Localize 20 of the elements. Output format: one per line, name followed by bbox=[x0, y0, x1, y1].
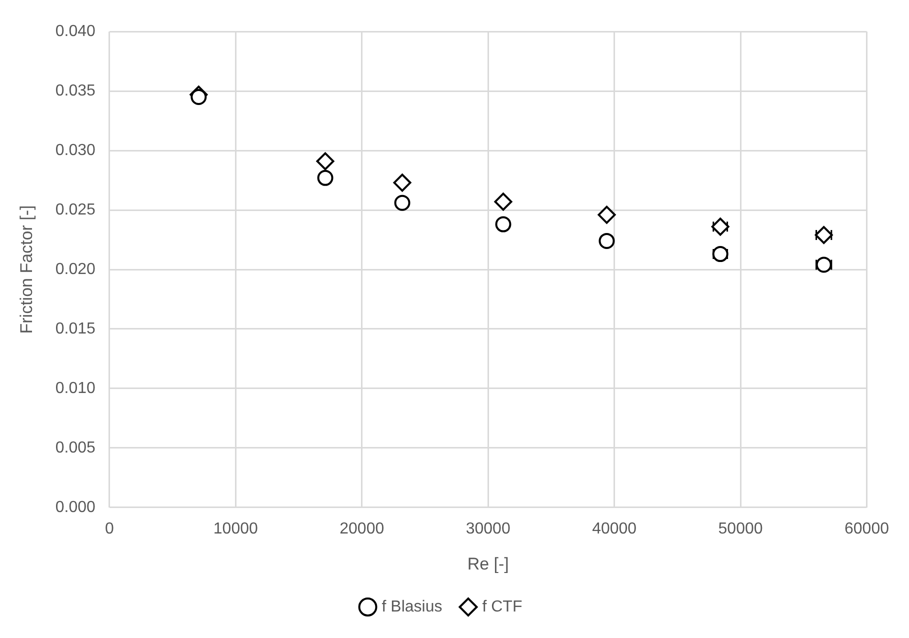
x-tick-label: 10000 bbox=[213, 520, 258, 538]
y-tick-label: 0.000 bbox=[55, 498, 96, 516]
y-tick-label: 0.020 bbox=[55, 260, 96, 278]
y-tick-label: 0.005 bbox=[55, 439, 96, 456]
legend-label: f CTF bbox=[482, 598, 522, 616]
legend-label: f Blasius bbox=[382, 598, 442, 616]
y-axis-title: Friction Factor [-] bbox=[16, 205, 36, 334]
y-tick-label: 0.025 bbox=[55, 201, 96, 218]
x-tick-label: 30000 bbox=[466, 520, 510, 538]
y-tick-label: 0.030 bbox=[55, 142, 96, 159]
x-tick-label: 20000 bbox=[340, 520, 384, 538]
y-tick-label: 0.015 bbox=[55, 320, 96, 338]
x-axis-title: Re [-] bbox=[467, 554, 509, 574]
x-tick-label: 60000 bbox=[844, 520, 890, 538]
y-tick-label: 0.035 bbox=[55, 82, 96, 100]
y-tick-label: 0.010 bbox=[55, 380, 96, 397]
y-tick-label: 0.040 bbox=[55, 23, 96, 40]
x-tick-label: 40000 bbox=[592, 520, 637, 538]
x-tick-label: 50000 bbox=[718, 520, 763, 538]
x-tick-label: 0 bbox=[104, 520, 114, 538]
